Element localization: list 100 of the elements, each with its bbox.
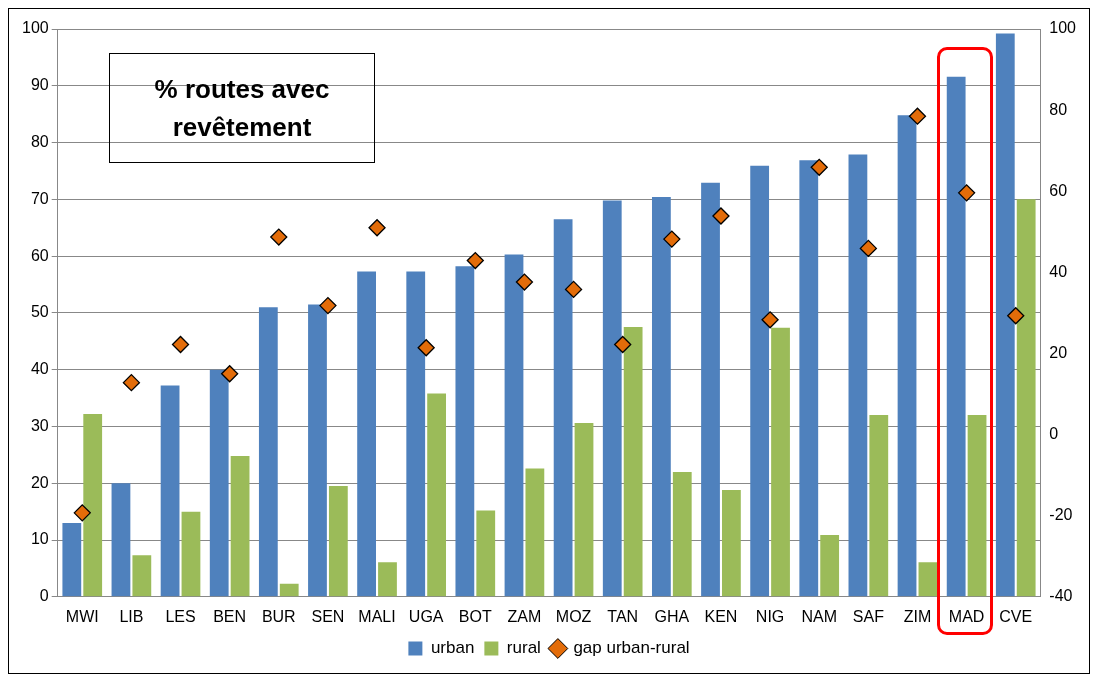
point <box>122 374 141 392</box>
x-tick-label: SAF <box>852 607 885 625</box>
x-tick-label: LES <box>165 607 196 625</box>
bar <box>623 327 643 597</box>
point <box>221 365 239 383</box>
bar <box>918 562 938 597</box>
y-tick-label: 0 <box>39 587 49 605</box>
x-tick-label: BUR <box>261 607 296 625</box>
y-tick-label: 30 <box>30 416 49 434</box>
x-tick-label: TAN <box>607 607 639 625</box>
bar <box>62 522 82 597</box>
x-tick-label: MWI <box>65 607 99 625</box>
point <box>564 280 583 299</box>
y-tick-label: 100 <box>21 19 49 37</box>
y2-tick-label: 80 <box>1049 100 1068 118</box>
bar <box>750 165 770 597</box>
title-frame: % routes avec revêtement <box>109 53 375 163</box>
bar <box>602 200 622 597</box>
bar <box>357 271 376 597</box>
bar <box>848 154 868 597</box>
x-tick-label: CVE <box>999 607 1033 625</box>
point <box>614 335 632 354</box>
bar <box>209 369 229 597</box>
point <box>466 251 484 270</box>
bar <box>476 510 496 597</box>
legend-label: gap urban-rural <box>573 638 690 658</box>
x-tick-label: GHA <box>654 607 690 625</box>
y-tick-label: 10 <box>30 530 49 548</box>
legend-label: urban <box>430 638 475 658</box>
x-tick-label: MOZ <box>555 607 592 625</box>
y2-tick-label: 20 <box>1049 343 1068 361</box>
bar <box>672 471 692 597</box>
bar <box>160 385 180 597</box>
point <box>810 158 828 176</box>
bar <box>83 413 103 597</box>
bar <box>771 327 790 597</box>
y2-tick-label: 40 <box>1049 262 1068 280</box>
bar <box>427 393 447 597</box>
y2-tick-label: 100 <box>1049 19 1077 37</box>
bar <box>230 455 250 597</box>
x-tick-label: ZAM <box>507 607 542 625</box>
x-tick-label: SEN <box>311 607 345 625</box>
point <box>908 107 927 125</box>
x-tick-label: BEN <box>213 607 247 625</box>
bar <box>553 219 573 597</box>
bar <box>406 271 426 597</box>
x-tick-label: NIG <box>755 607 785 625</box>
bar <box>132 555 152 597</box>
bar <box>820 534 840 597</box>
y-tick-label: 90 <box>30 76 49 94</box>
bar <box>258 307 278 597</box>
y-tick-label: 60 <box>30 246 49 264</box>
bar <box>799 160 819 597</box>
point <box>417 339 435 357</box>
y-tick-label: 70 <box>30 189 49 207</box>
point <box>515 273 534 291</box>
point <box>368 219 386 237</box>
point <box>1007 307 1025 325</box>
x-tick-label: KEN <box>704 607 738 625</box>
bar <box>525 468 545 597</box>
legend-label: rural <box>506 638 541 658</box>
bar <box>279 583 299 597</box>
bar <box>574 423 594 597</box>
y-tick-label: 40 <box>30 360 49 378</box>
point <box>663 230 681 248</box>
bar <box>946 76 966 597</box>
point <box>761 311 779 329</box>
x-tick-label: ZIM <box>903 607 932 625</box>
bar <box>111 483 131 597</box>
bar <box>967 415 987 597</box>
bar <box>995 33 1015 597</box>
y-tick-label: 80 <box>30 132 49 150</box>
point <box>319 296 337 315</box>
x-tick-label: BOT <box>458 607 492 625</box>
y-tick-label: 20 <box>30 473 49 491</box>
x-tick-label: UGA <box>408 607 444 625</box>
y-tick-label: 50 <box>30 303 49 321</box>
bar <box>181 511 201 597</box>
bar <box>722 490 741 597</box>
point <box>859 239 877 258</box>
bar <box>455 266 475 597</box>
bar <box>328 486 348 597</box>
bar <box>308 304 327 597</box>
y2-tick-label: -40 <box>1049 587 1073 605</box>
bar <box>1016 199 1036 597</box>
point <box>270 228 288 246</box>
point <box>712 207 730 225</box>
x-tick-label: MALI <box>358 607 396 625</box>
bar <box>378 562 397 597</box>
x-tick-label: MAD <box>948 607 985 625</box>
point <box>957 184 976 202</box>
y2-tick-label: 0 <box>1049 424 1059 442</box>
y2-tick-label: -20 <box>1049 506 1073 524</box>
bar <box>869 415 889 597</box>
point <box>73 504 91 522</box>
point <box>171 335 190 354</box>
x-tick-label: NAM <box>801 607 837 625</box>
bar <box>701 182 720 597</box>
bar <box>504 254 524 597</box>
y2-tick-label: 60 <box>1049 181 1068 199</box>
